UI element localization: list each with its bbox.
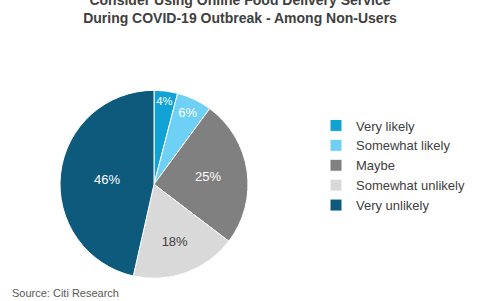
svg-text:6%: 6%	[178, 105, 197, 120]
svg-text:Maybe: Maybe	[356, 158, 395, 173]
svg-text:Source: Citi Research: Source: Citi Research	[12, 287, 119, 299]
svg-text:18%: 18%	[162, 234, 188, 249]
svg-text:Somewhat likely: Somewhat likely	[356, 138, 450, 153]
svg-text:46%: 46%	[94, 172, 120, 187]
svg-text:4%: 4%	[156, 95, 172, 107]
svg-text:Consider Using Online Food Del: Consider Using Online Food Delivery Serv…	[83, 0, 397, 26]
svg-text:Very unlikely: Very unlikely	[356, 198, 429, 213]
svg-text:Very likely: Very likely	[356, 119, 415, 134]
svg-text:25%: 25%	[195, 169, 221, 184]
svg-text:Somewhat unlikely: Somewhat unlikely	[356, 178, 465, 193]
